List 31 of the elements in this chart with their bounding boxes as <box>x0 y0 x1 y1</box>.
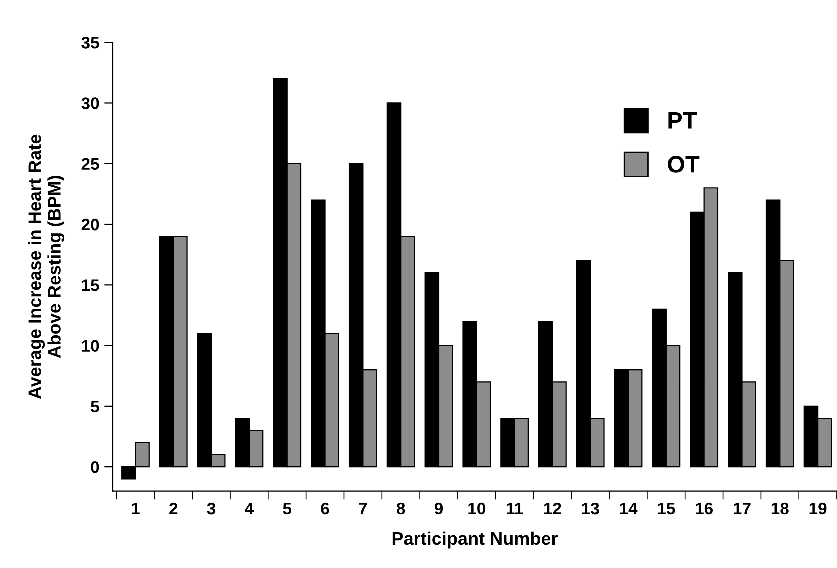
y-tick-label: 0 <box>91 461 100 474</box>
x-tick-label: 1 <box>132 503 140 515</box>
y-tick-label: 35 <box>82 37 100 49</box>
x-tick-label: 4 <box>245 503 254 515</box>
x-tick-label: 8 <box>396 502 406 515</box>
legend-label: PT <box>668 112 698 129</box>
y-tick-label: 25 <box>82 158 100 170</box>
x-tick-label: 3 <box>207 502 216 515</box>
x-tick-label: 2 <box>170 502 178 515</box>
y-tick-label: 10 <box>82 340 100 352</box>
x-tick-label: 14 <box>620 503 638 515</box>
x-tick-label: 9 <box>434 502 444 515</box>
x-tick-label: 17 <box>734 503 751 515</box>
y-tick-label: 5 <box>91 401 100 413</box>
y-tick-label: 20 <box>82 218 100 231</box>
x-tick-label: 13 <box>582 502 600 515</box>
x-tick-label: 5 <box>283 503 292 515</box>
y-tick-label: 30 <box>82 98 100 110</box>
x-tick-label: 15 <box>658 503 676 515</box>
x-tick-label: 18 <box>772 502 789 515</box>
x-tick-label: 10 <box>468 502 486 515</box>
x-axis-title: Participant Number <box>392 532 558 549</box>
x-tick-label: 6 <box>321 502 330 515</box>
x-tick-label: 12 <box>544 502 562 515</box>
legend-label: OT <box>668 156 700 173</box>
x-tick-label: 11 <box>507 503 524 515</box>
x-tick-label: 19 <box>810 502 827 515</box>
y-tick-label: 15 <box>82 280 100 292</box>
y-axis-title: Average Increase in Heart Rate Above Resting (BPM) <box>28 134 65 400</box>
x-tick-label: 7 <box>359 503 368 515</box>
x-tick-label: 16 <box>696 502 713 515</box>
